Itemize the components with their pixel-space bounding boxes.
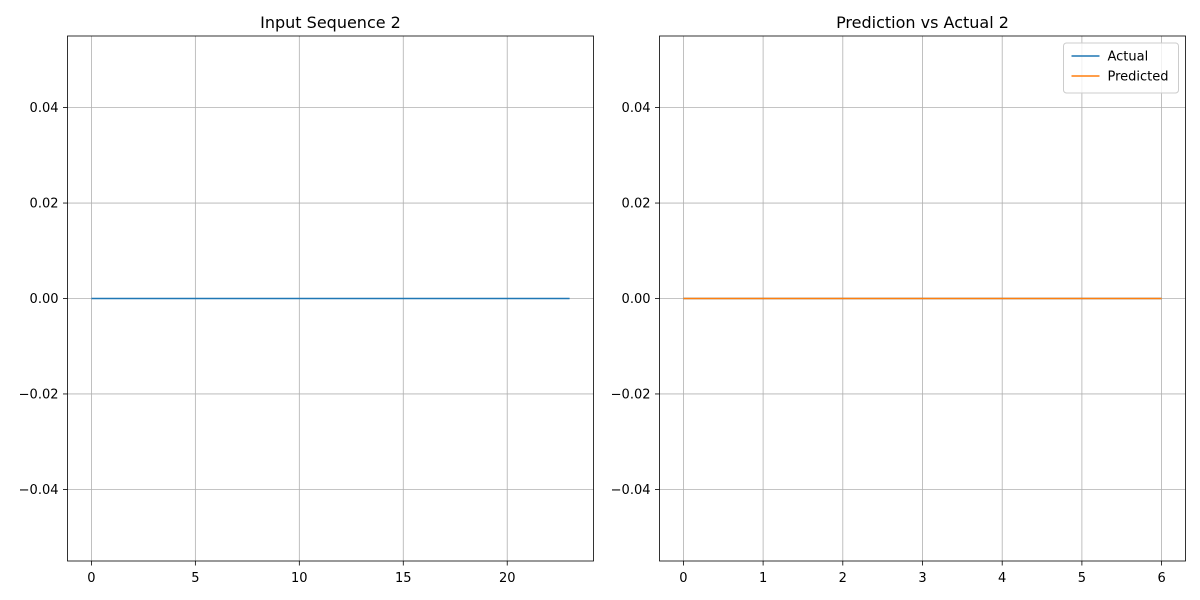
x-tick-label: 3 — [918, 571, 926, 586]
x-tick-label: 5 — [1078, 571, 1086, 586]
y-tick-label: −0.02 — [19, 387, 59, 402]
x-tick-label: 4 — [998, 571, 1006, 586]
x-tick-label: 5 — [191, 571, 199, 586]
x-tick-label: 15 — [395, 571, 412, 586]
y-tick-label: 0.00 — [30, 292, 59, 307]
x-tick-label: 2 — [839, 571, 847, 586]
y-tick-label: 0.04 — [622, 101, 651, 116]
y-tick-label: 0.00 — [622, 292, 651, 307]
x-tick-label: 6 — [1157, 571, 1165, 586]
y-tick-label: 0.02 — [30, 197, 59, 212]
legend: Actual Predicted — [1063, 42, 1179, 94]
y-tick-label: 0.04 — [30, 101, 59, 116]
legend-label-predicted: Predicted — [1108, 70, 1169, 85]
chart-panel-2: 0 1 2 3 4 5 6 0.04 0.02 0.00 −0.02 −0.04 Prediction … — [611, 13, 1186, 586]
y-tick-label: 0.02 — [622, 197, 651, 212]
x-tick-label: 20 — [499, 571, 516, 586]
chart-panel-1: 0 5 10 15 20 0.04 0.02 0.00 −0.02 −0.04 Input Sequ… — [19, 13, 594, 586]
chart-title: Prediction vs Actual 2 — [836, 13, 1009, 32]
x-tick-label: 0 — [87, 571, 95, 586]
legend-label-actual: Actual — [1108, 50, 1149, 65]
y-tick-label: −0.04 — [611, 483, 651, 498]
y-tick-label: −0.04 — [19, 483, 59, 498]
x-tick-label: 0 — [679, 571, 687, 586]
y-tick-label: −0.02 — [611, 387, 651, 402]
chart-title: Input Sequence 2 — [260, 13, 401, 32]
x-tick-label: 1 — [759, 571, 767, 586]
x-tick-label: 10 — [291, 571, 308, 586]
